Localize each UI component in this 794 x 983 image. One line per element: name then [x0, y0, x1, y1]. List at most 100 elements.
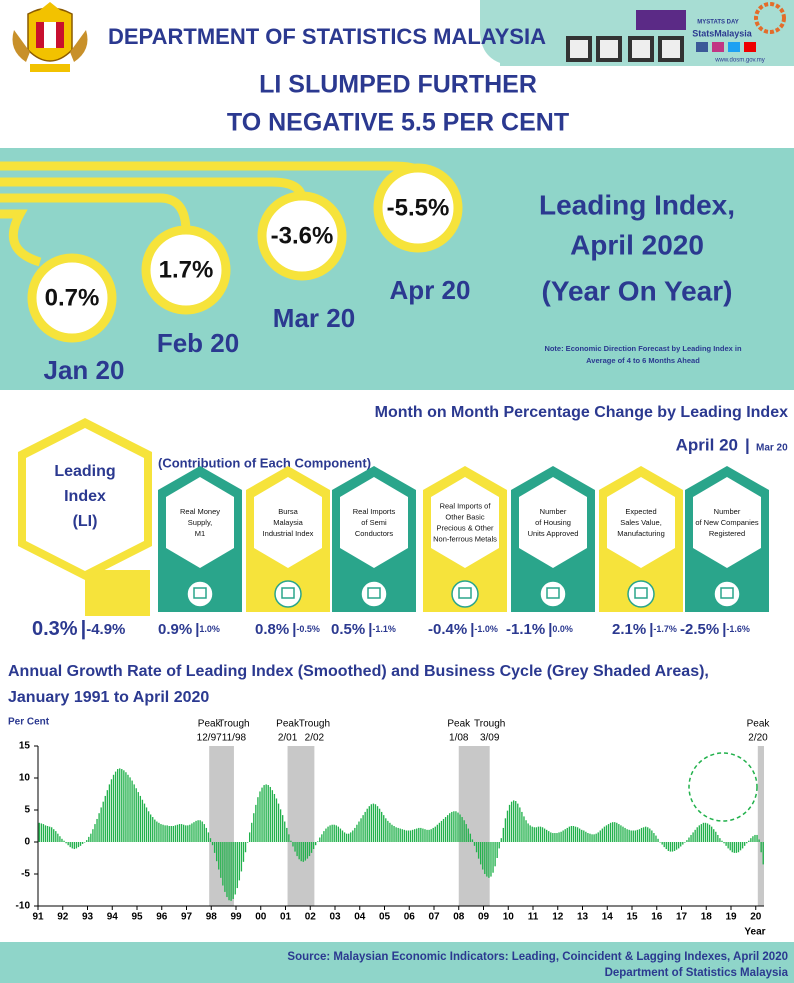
- bar: [467, 828, 469, 842]
- bar: [409, 830, 412, 842]
- bar: [281, 815, 284, 842]
- bar: [331, 824, 333, 842]
- badge: MYSTATS DAY: [697, 20, 739, 26]
- x-tick-label: 12: [552, 912, 564, 923]
- trough-date: 2/02: [305, 733, 325, 744]
- bar: [127, 774, 129, 842]
- bar: [197, 820, 199, 842]
- bar: [215, 842, 218, 862]
- component-icon: [360, 580, 388, 608]
- bar: [71, 842, 73, 849]
- bar: [428, 829, 430, 842]
- bar: [164, 825, 166, 842]
- bar: [620, 825, 622, 842]
- bar: [195, 820, 197, 842]
- bar: [232, 842, 234, 899]
- value-row: 2.1% |-1.7%: [612, 621, 677, 638]
- bar: [411, 829, 414, 842]
- bar: [440, 820, 443, 842]
- li-label: Leading: [54, 463, 115, 480]
- bar: [248, 832, 251, 842]
- bar: [395, 827, 397, 842]
- bar: [131, 780, 133, 842]
- bar: [504, 818, 507, 842]
- bar: [719, 838, 721, 842]
- bar: [692, 832, 694, 842]
- trough-word: Trough: [474, 719, 505, 730]
- bar: [187, 825, 189, 842]
- bar: [166, 825, 168, 842]
- bar: [329, 825, 331, 842]
- chart-title: Annual Growth Rate of Leading Index (Smo…: [8, 663, 709, 680]
- component-label: Registered: [709, 529, 745, 538]
- bar: [304, 842, 307, 861]
- component-icon-glyph: [634, 587, 648, 599]
- bar: [63, 840, 65, 842]
- bar: [614, 822, 616, 842]
- bar: [100, 807, 102, 842]
- bar: [170, 826, 172, 842]
- bar: [343, 832, 346, 842]
- y-tick-label: 15: [19, 741, 31, 752]
- bar: [694, 829, 696, 842]
- bar: [762, 842, 764, 865]
- bar: [669, 842, 672, 852]
- component-panel: [693, 477, 761, 568]
- bar: [599, 830, 601, 842]
- bar: [279, 809, 282, 842]
- bar: [57, 833, 59, 842]
- component-label: Units Approved: [528, 529, 579, 538]
- bar: [413, 829, 416, 842]
- component-panel: [166, 477, 234, 568]
- bar: [121, 769, 123, 842]
- bar: [698, 825, 700, 842]
- y-tick-label: -5: [21, 869, 30, 880]
- bar: [372, 803, 375, 842]
- bar: [717, 834, 719, 842]
- agency-name: DEPARTMENT OF STATISTICS MALAYSIA: [108, 24, 546, 49]
- bar: [760, 842, 762, 853]
- y-tick-label: 10: [19, 773, 31, 784]
- peak-date: 2/01: [278, 733, 298, 744]
- bar: [562, 830, 564, 842]
- bar: [360, 818, 362, 842]
- bar: [457, 812, 459, 842]
- bar: [754, 834, 756, 842]
- bar: [119, 768, 121, 842]
- bar: [647, 827, 649, 842]
- bar: [154, 819, 156, 842]
- bar: [284, 821, 286, 842]
- peak-word: Peak: [276, 719, 300, 730]
- bar: [508, 804, 511, 842]
- month-value: -3.6%: [271, 222, 334, 249]
- trough-word: Trough: [299, 719, 330, 730]
- bar: [389, 822, 391, 842]
- mom-prev-period: Mar 20: [756, 443, 788, 454]
- bar: [325, 828, 327, 842]
- bar: [271, 790, 274, 842]
- bar: [607, 824, 610, 842]
- badge: www.dosm.gov.my: [714, 58, 765, 64]
- x-tick-label: 00: [255, 912, 267, 923]
- bar: [473, 842, 476, 846]
- x-tick-label: 92: [57, 912, 69, 923]
- bar: [550, 832, 552, 842]
- component-label: Industrial Index: [263, 529, 314, 538]
- month-ring: [141, 225, 231, 315]
- bar: [86, 840, 88, 842]
- separator: |: [81, 618, 87, 640]
- bar: [455, 811, 457, 842]
- component-panel: [431, 477, 499, 568]
- x-tick-label: 93: [82, 912, 94, 923]
- bar: [525, 820, 527, 842]
- bar: [339, 828, 342, 842]
- bar: [737, 842, 740, 853]
- bar: [238, 842, 241, 881]
- bar: [675, 842, 678, 850]
- bar: [368, 806, 370, 842]
- mom-prev-value: -1.0%: [474, 624, 498, 634]
- bar: [696, 827, 698, 842]
- bar: [362, 815, 364, 842]
- bar: [636, 829, 639, 842]
- bar: [137, 792, 139, 842]
